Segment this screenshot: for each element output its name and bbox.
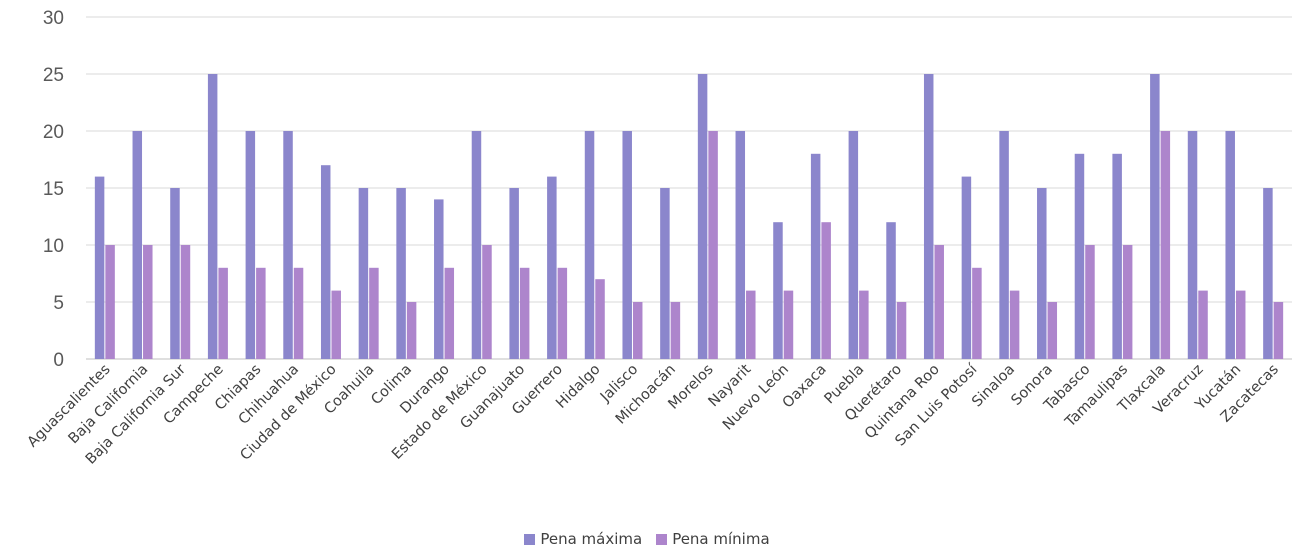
y-tick-label: 25 — [43, 65, 64, 86]
bar-pena-minima — [369, 267, 379, 359]
legend-item-pena-maxima: Pena máxima — [524, 530, 642, 548]
bar-pena-minima — [708, 131, 718, 359]
bar-pena-minima — [1160, 131, 1171, 359]
bar-pena-minima — [1009, 290, 1020, 359]
bar-pena-minima — [746, 290, 756, 359]
bar-pena-minima — [1047, 302, 1058, 359]
legend-item-pena-minima: Pena mínima — [656, 530, 770, 548]
bar-pena-minima — [105, 245, 115, 359]
bar-pena-maxima — [434, 199, 444, 359]
y-tick-label: 30 — [43, 8, 64, 29]
bar-pena-maxima — [1074, 153, 1085, 359]
bar-pena-maxima — [848, 131, 859, 359]
bar-pena-minima — [143, 245, 153, 359]
bar-pena-minima — [444, 267, 455, 359]
bar-pena-minima — [180, 245, 191, 359]
bar-pena-maxima — [1112, 153, 1122, 359]
bar-pena-minima — [482, 245, 492, 359]
bar-pena-maxima — [735, 131, 746, 359]
bar-pena-minima — [632, 302, 643, 359]
bar-pena-maxima — [1187, 131, 1198, 359]
y-tick-label: 0 — [53, 350, 64, 371]
bar-pena-minima — [1273, 302, 1284, 359]
bar-pena-minima — [972, 267, 982, 359]
legend-label-pena-maxima: Pena máxima — [540, 530, 643, 548]
bar-pena-minima — [406, 302, 417, 359]
bar-pena-minima — [218, 267, 228, 359]
bar-pena-maxima — [622, 131, 632, 359]
bar-pena-maxima — [207, 74, 218, 359]
bar-pena-minima — [821, 222, 831, 359]
bar-pena-maxima — [584, 131, 595, 359]
bar-pena-maxima — [509, 188, 519, 359]
bar-pena-maxima — [396, 188, 406, 359]
bar-pena-minima — [331, 290, 341, 359]
bar-pena-minima — [896, 302, 907, 359]
y-tick-label: 5 — [53, 293, 64, 314]
bar-pena-maxima — [320, 165, 331, 359]
gridlines — [86, 16, 1292, 360]
bar-pena-maxima — [1037, 188, 1047, 359]
bar-pena-minima — [670, 302, 681, 359]
y-axis-ticks: 0 5 10 15 20 25 30 — [43, 8, 64, 371]
bar-pena-minima — [859, 290, 869, 359]
bar-pena-maxima — [283, 131, 293, 359]
bar-pena-maxima — [245, 131, 256, 359]
bar-pena-maxima — [94, 176, 105, 359]
bar-pena-maxima — [660, 188, 670, 359]
y-tick-label: 20 — [43, 122, 64, 143]
legend-swatch-pena-minima — [656, 533, 668, 545]
bar-pena-maxima — [358, 188, 369, 359]
bar-pena-minima — [934, 245, 944, 359]
bar-pena-minima — [595, 279, 605, 359]
legend-swatch-pena-maxima — [524, 533, 536, 545]
bar-pena-maxima — [471, 131, 482, 359]
legend: Pena máxima Pena mínima — [0, 530, 1294, 548]
bar-pena-maxima — [961, 176, 972, 359]
bar-pena-maxima — [1150, 74, 1160, 359]
y-tick-label: 15 — [43, 179, 64, 200]
bar-pena-minima — [256, 267, 266, 359]
bar-pena-maxima — [697, 74, 708, 359]
bar-pena-minima — [293, 267, 304, 359]
bar-pena-maxima — [886, 222, 896, 359]
bar-pena-maxima — [810, 153, 821, 359]
bar-pena-minima — [783, 290, 794, 359]
y-tick-label: 10 — [43, 236, 64, 257]
bar-pena-maxima — [999, 131, 1009, 359]
x-tick-label: Sinaloa — [969, 362, 1018, 411]
bar-pena-minima — [1085, 245, 1095, 359]
legend-label-pena-minima: Pena mínima — [672, 530, 770, 548]
bar-pena-minima — [1198, 290, 1208, 359]
bar-pena-maxima — [170, 188, 180, 359]
bar-pena-maxima — [1225, 131, 1235, 359]
bar-pena-maxima — [132, 131, 143, 359]
bar-pena-maxima — [773, 222, 783, 359]
bar-pena-minima — [519, 267, 530, 359]
bar-pena-minima — [1235, 290, 1246, 359]
bar-pena-maxima — [1263, 188, 1273, 359]
bar-pena-maxima — [547, 176, 557, 359]
bars — [94, 74, 1284, 359]
bar-pena-maxima — [923, 74, 934, 359]
bar-pena-minima — [1122, 245, 1133, 359]
bar-pena-minima — [557, 267, 568, 359]
